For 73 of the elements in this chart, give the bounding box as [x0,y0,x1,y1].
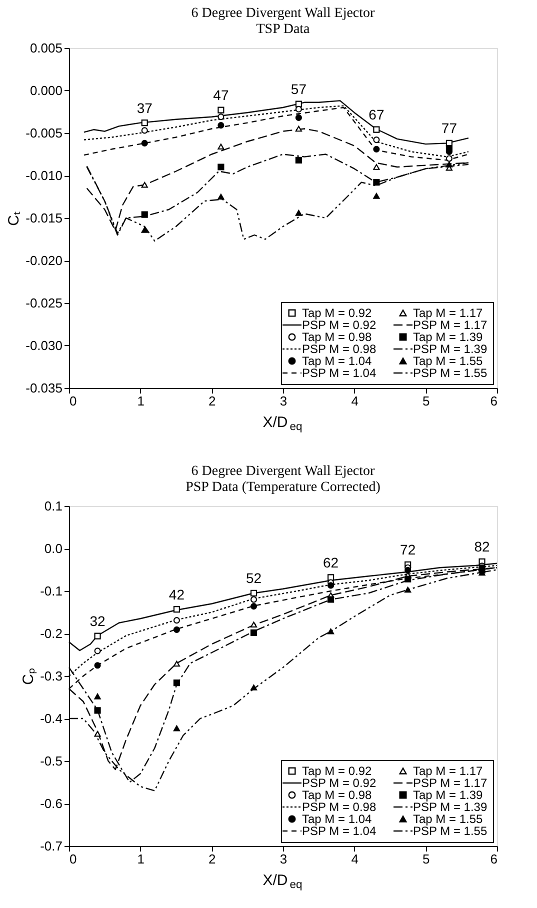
legend-label: PSP M = 1.39 [413,342,488,356]
legend-label: PSP M = 1.04 [302,824,376,838]
y-tick-label: 0.0 [44,541,62,556]
legend-label: Tap M = 0.92 [302,764,372,778]
annotation: 82 [474,538,490,555]
y-tick-label: -0.035 [26,380,62,396]
legend-label: PSP M = 0.98 [302,800,376,814]
x-tick-label: 0 [70,394,77,408]
y-tick-label: -0.010 [26,168,62,183]
y-axis-title: Cₚ [20,668,38,685]
legend-label: PSP M = 1.39 [413,800,488,814]
y-tick-label: -0.6 [40,796,62,811]
y-tick-label: 0.000 [30,83,62,98]
legend-label: Tap M = 1.39 [413,330,484,344]
legend-label: Tap M = 0.92 [302,306,372,320]
legend-label: Tap M = 0.98 [302,788,372,802]
annotation: 72 [400,542,416,558]
y-tick-label: -0.025 [26,296,62,310]
legend-label: PSP M = 0.98 [302,342,376,356]
y-tick-label: -0.5 [40,754,62,768]
annotation: 62 [323,554,339,570]
x-tick-label: 1 [137,852,144,866]
chart-title: 6 Degree Divergent Wall Ejector [191,6,376,21]
y-tick-label: -0.005 [26,126,62,140]
x-tick-label: 3 [280,852,288,866]
legend-label: PSP M = 1.04 [302,366,376,380]
y-axis-title: Cₜ [6,211,23,226]
chart-title: 6 Degree Divergent Wall Ejector [191,464,376,479]
x-tick-label: 5 [422,394,430,408]
y-tick-label: -0.030 [26,338,62,353]
legend-label: PSP M = 1.17 [413,776,488,790]
legend-label: Tap M = 0.98 [302,330,372,344]
chart-subtitle: TSP Data [256,22,311,37]
y-tick-label: -0.015 [26,210,62,226]
legend-label: PSP M = 1.55 [413,366,488,380]
x-tick-label: 6 [490,394,498,408]
legend-label: PSP M = 0.92 [302,318,376,332]
x-tick-label: 1 [137,394,144,408]
legend-label: Tap M = 1.17 [413,306,484,320]
legend-label: Tap M = 1.55 [413,354,484,368]
annotation: 77 [441,120,458,136]
annotation: 42 [168,586,185,602]
annotation: 37 [136,100,153,116]
annotation: 47 [213,87,229,104]
annotation: 67 [368,106,384,123]
y-tick-label: -0.2 [40,626,62,641]
legend-label: Tap M = 1.04 [302,812,372,826]
x-tick-label: 0 [70,852,77,866]
y-tick-label: 0.1 [44,498,62,514]
legend-label: Tap M = 1.04 [302,354,372,368]
x-tick-label: 2 [208,394,216,408]
y-tick-label: -0.7 [40,838,62,854]
y-tick-label: -0.4 [40,711,62,726]
x-tick-label: 5 [422,852,430,866]
x-tick-label: 2 [208,852,216,866]
legend-label: Tap M = 1.39 [413,788,484,802]
annotation: 57 [290,81,307,98]
legend-label: Tap M = 1.17 [413,764,484,778]
annotation: 32 [90,613,106,630]
legend-label: Tap M = 1.55 [413,812,484,826]
legend-label: PSP M = 1.17 [413,318,488,332]
legend-label: PSP M = 0.92 [302,776,376,790]
y-tick-label: -0.020 [26,253,62,268]
x-tick-label: 4 [351,852,358,866]
x-tick-label: 6 [490,852,498,866]
annotation: 52 [246,570,262,586]
chart-subtitle: PSP Data (Temperature Corrected) [186,480,381,495]
x-tick-label: 3 [280,394,288,408]
y-tick-label: -0.3 [40,668,62,684]
legend-label: PSP M = 1.55 [413,824,488,838]
y-tick-label: -0.1 [40,584,62,598]
y-tick-label: 0.005 [30,40,62,56]
x-tick-label: 4 [351,394,358,408]
